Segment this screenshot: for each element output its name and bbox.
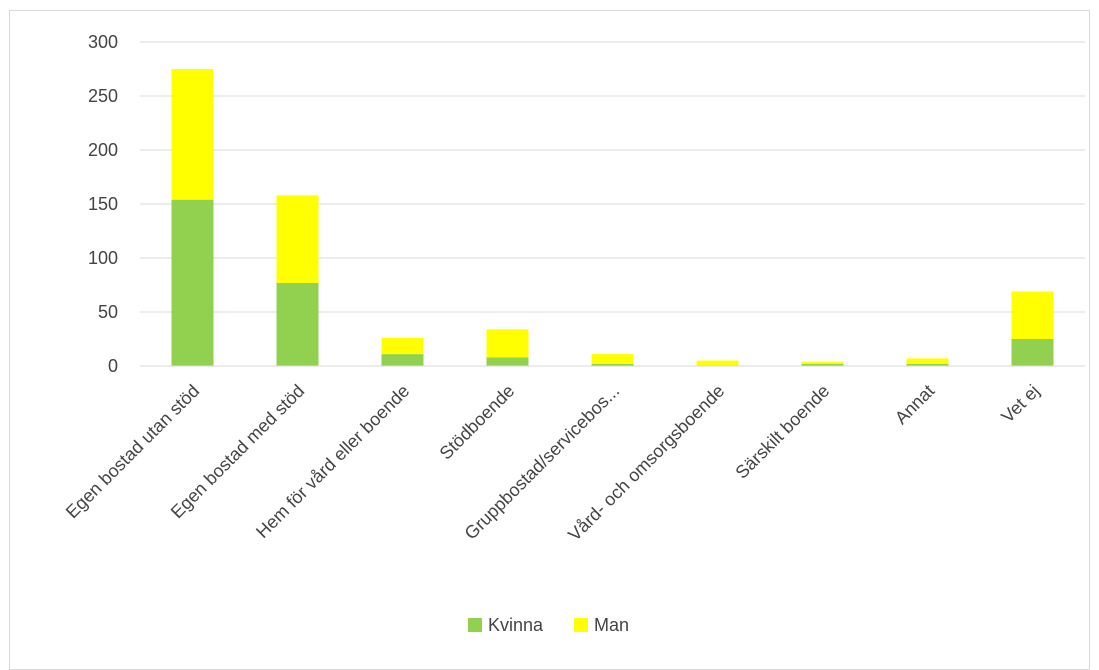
bar-man-1	[276, 195, 319, 283]
bar-kvinna-3	[486, 357, 529, 366]
bar-kvinna-4	[591, 363, 634, 366]
y-tick-label: 200	[88, 140, 118, 160]
y-tick-label: 150	[88, 194, 118, 214]
legend-swatch-man	[574, 618, 588, 632]
bar-kvinna-8	[1011, 339, 1054, 366]
x-tick-label: Vet ej	[997, 381, 1043, 427]
legend-label-kvinna: Kvinna	[488, 615, 544, 635]
bar-man-6	[801, 361, 844, 364]
y-tick-label: 50	[98, 302, 118, 322]
bar-kvinna-6	[801, 363, 844, 366]
bar-man-3	[486, 329, 529, 358]
bar-man-7	[906, 358, 949, 364]
x-tick-label: Annat	[891, 381, 938, 428]
y-tick-label: 0	[108, 356, 118, 376]
y-tick-label: 300	[88, 32, 118, 52]
bar-kvinna-0	[171, 199, 214, 366]
stacked-bar-chart: 0 50 100 150 200 250 300 Egen bostad utan stöd…	[62, 32, 1085, 635]
y-tick-label: 250	[88, 86, 118, 106]
bar-man-0	[171, 69, 214, 200]
bar-kvinna-1	[276, 282, 319, 366]
bars	[171, 69, 1054, 366]
bar-man-5	[696, 360, 739, 366]
bar-man-2	[381, 337, 424, 355]
x-tick-label: Stödboende	[436, 381, 519, 464]
bar-kvinna-2	[381, 354, 424, 366]
y-tick-label: 100	[88, 248, 118, 268]
bar-man-8	[1011, 291, 1054, 339]
x-tick-label: Särskilt boende	[731, 381, 833, 483]
legend-label-man: Man	[594, 615, 629, 635]
bar-kvinna-7	[906, 363, 949, 366]
legend-swatch-kvinna	[468, 618, 482, 632]
y-axis-tick-labels: 0 50 100 150 200 250 300	[88, 32, 118, 376]
legend: Kvinna Man	[468, 615, 629, 635]
bar-man-4	[591, 354, 634, 364]
